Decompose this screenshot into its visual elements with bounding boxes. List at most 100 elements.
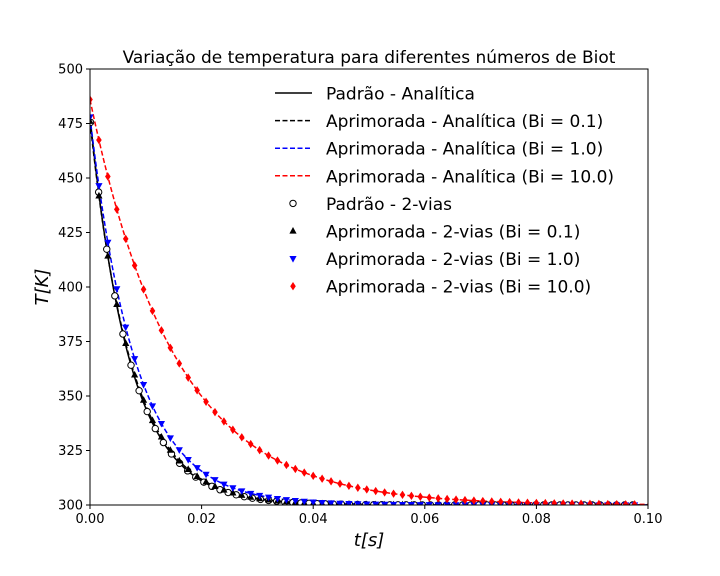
data-point [425, 502, 433, 505]
legend-item: Aprimorada - Analítica (Bi = 0.1) [275, 112, 603, 132]
data-point [220, 481, 228, 489]
data-point [453, 495, 459, 504]
data-point [140, 285, 147, 294]
x-tick-label: 0.10 [634, 512, 663, 527]
legend-item: Aprimorada - 2-vias (Bi = 1.0) [289, 250, 580, 270]
data-point [122, 339, 130, 347]
data-point [176, 359, 183, 368]
data-point [605, 499, 611, 505]
data-point [113, 300, 121, 308]
data-point [300, 498, 308, 505]
x-tick-label: 0.06 [410, 512, 439, 527]
data-point [203, 397, 209, 407]
x-axis: 0.00 0.02 0.04 0.06 0.08 0.10 [76, 505, 663, 527]
data-point [122, 234, 129, 244]
data-point [135, 386, 143, 395]
data-point [131, 261, 138, 270]
x-tick-label: 0.02 [187, 512, 216, 527]
data-point [533, 498, 540, 505]
data-point [139, 382, 148, 389]
data-point [256, 492, 264, 500]
data-point [274, 456, 281, 465]
x-tick-label: 0.04 [299, 512, 328, 527]
data-point [211, 482, 219, 490]
x-axis-label: t[s] [354, 530, 384, 551]
data-point [103, 245, 111, 253]
legend-label: Padrão - 2-vias [326, 195, 452, 215]
data-point [355, 483, 361, 492]
data-point [184, 457, 192, 464]
data-point [587, 499, 593, 505]
y-axis-label: T[K] [32, 269, 53, 306]
data-point [95, 191, 103, 199]
data-point [175, 447, 183, 454]
data-point [319, 474, 325, 483]
legend-item: Padrão - Analítica [275, 85, 475, 105]
data-point [346, 481, 352, 491]
data-point [202, 477, 210, 485]
data-point [273, 495, 282, 503]
data-point [158, 326, 165, 335]
data-point [372, 486, 379, 496]
legend-item: Aprimorada - Analítica (Bi = 1.0) [275, 140, 603, 160]
data-point [462, 495, 468, 505]
data-point [416, 502, 424, 505]
data-point [506, 497, 513, 505]
data-point [113, 286, 121, 293]
data-point [104, 239, 112, 247]
legend-swatch [289, 256, 297, 263]
data-point [131, 370, 139, 378]
data-point [435, 494, 441, 503]
data-point [310, 471, 316, 481]
y-axis: 300 325 350 375 400 425 450 475 500 [58, 63, 90, 514]
data-point [524, 498, 531, 505]
y-tick-label: 475 [58, 117, 83, 132]
data-point [408, 491, 415, 501]
data-point [238, 433, 245, 442]
data-point [372, 501, 380, 505]
data-point [407, 502, 416, 505]
data-point [497, 497, 504, 505]
series-line [90, 99, 648, 505]
y-tick-label: 350 [58, 390, 83, 405]
data-point [426, 493, 433, 502]
data-point [399, 490, 406, 500]
data-point [193, 465, 201, 472]
legend-label: Aprimorada - Analítica (Bi = 1.0) [326, 140, 603, 160]
data-point [389, 501, 398, 505]
data-point [157, 432, 166, 440]
data-point [220, 486, 228, 493]
data-point [443, 502, 451, 505]
y-tick-label: 500 [58, 63, 83, 78]
data-point [398, 501, 407, 505]
data-point [390, 489, 397, 498]
series-4 [90, 99, 648, 505]
data-point [119, 330, 127, 338]
y-tick-label: 300 [58, 499, 83, 514]
data-point [166, 446, 174, 453]
data-point [238, 488, 246, 495]
data-point [148, 403, 157, 410]
data-point [444, 494, 450, 504]
data-point [166, 435, 174, 442]
data-point [148, 416, 157, 424]
data-point [131, 356, 139, 363]
data-point [105, 172, 111, 181]
data-point [354, 501, 362, 505]
legend-swatch [289, 199, 297, 208]
data-point [292, 464, 299, 474]
data-point [90, 114, 94, 121]
data-point [301, 468, 308, 477]
data-point [631, 500, 638, 505]
data-point [159, 438, 168, 447]
data-point [175, 456, 183, 464]
data-point [318, 499, 326, 505]
data-point [221, 417, 227, 426]
data-point [185, 373, 192, 382]
data-point [381, 501, 389, 505]
data-point [90, 95, 93, 104]
data-point [417, 492, 424, 501]
legend: Padrão - Analítica Aprimorada - Analítica… [275, 85, 614, 298]
data-point [515, 498, 522, 505]
data-point [193, 472, 201, 479]
